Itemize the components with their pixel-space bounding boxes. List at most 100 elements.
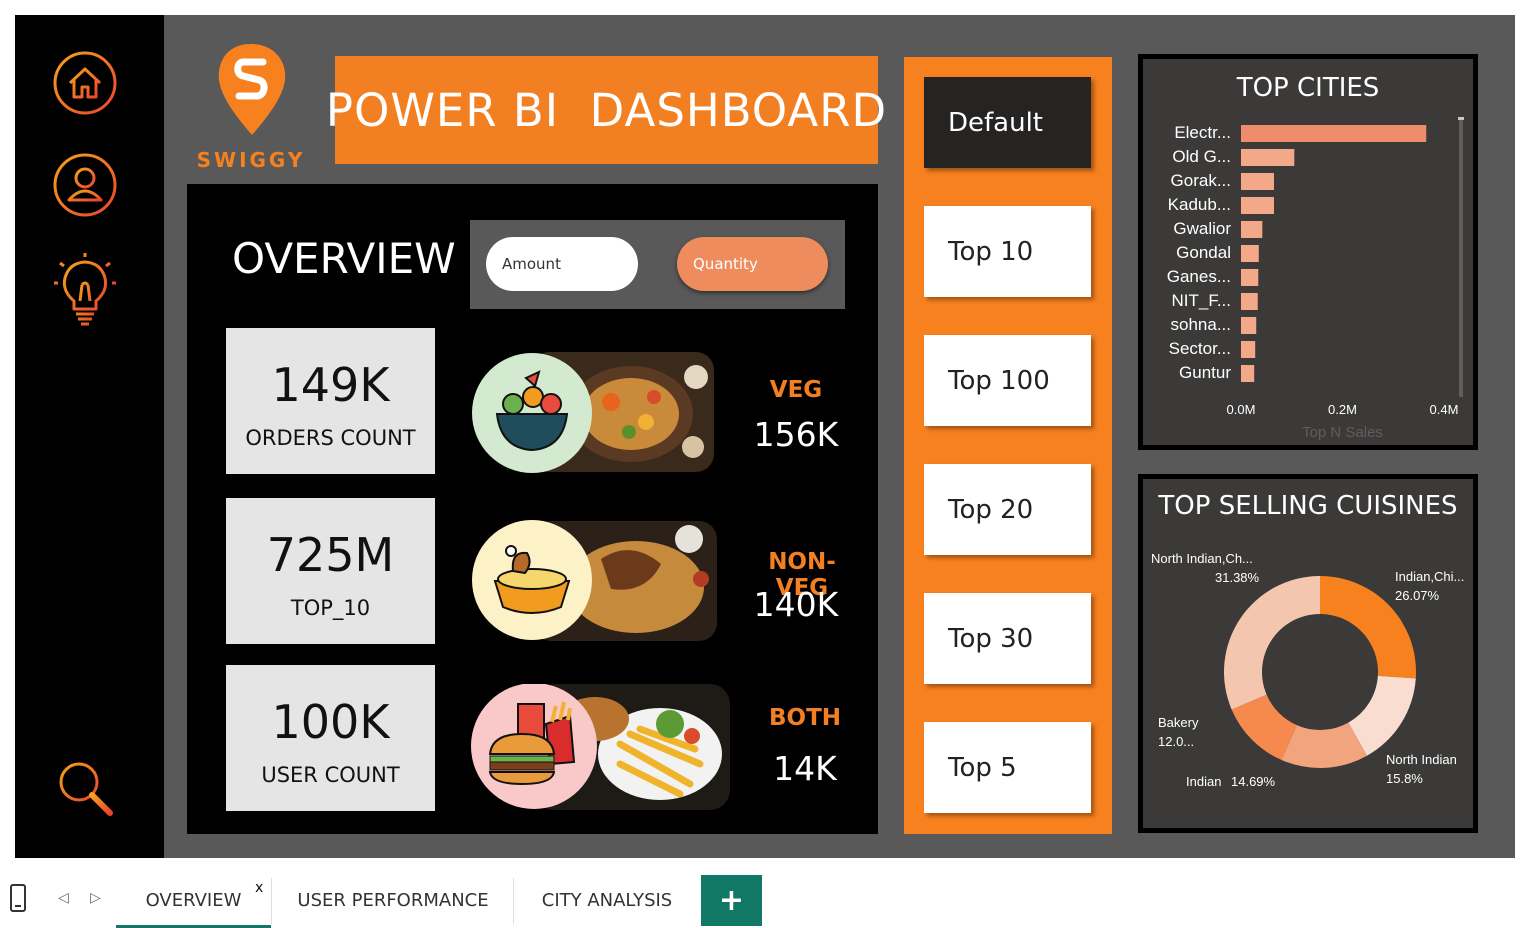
tab-city-analysis[interactable]: CITY ANALYSIS — [524, 875, 690, 925]
tab-divider — [513, 878, 514, 924]
veg-food-image — [472, 352, 714, 473]
x-axis-label: Top N Sales — [1302, 424, 1383, 441]
both-value: 14K — [773, 749, 837, 788]
tab-overview[interactable]: OVERVIEW — [116, 875, 271, 928]
slice-percent: 12.0... — [1158, 734, 1194, 749]
kpi-label: USER COUNT — [261, 763, 400, 787]
bar[interactable] — [1241, 293, 1258, 310]
add-page-button[interactable]: + — [701, 875, 762, 926]
slicer-item-top-100[interactable]: Top 100 — [924, 335, 1091, 426]
veg-label: VEG — [769, 377, 823, 403]
bar-category-label: NIT_F... — [1171, 291, 1231, 310]
bar[interactable] — [1241, 125, 1427, 142]
bar[interactable] — [1241, 245, 1259, 262]
bar-category-label: Gwalior — [1173, 219, 1231, 238]
tab-label: OVERVIEW — [145, 889, 242, 911]
kpi-label: TOP_10 — [290, 596, 371, 620]
donut-slice[interactable] — [1281, 722, 1367, 768]
next-page-icon[interactable]: ▷ — [90, 890, 101, 906]
bar-category-label: Guntur — [1179, 363, 1231, 382]
donut-chart-svg: Indian,Chi... 26.07% North Indian 15.8% Indi… — [1151, 551, 1464, 789]
donut-slice[interactable] — [1320, 576, 1416, 679]
search-icon[interactable] — [52, 755, 118, 821]
bar-category-label: Electr... — [1174, 123, 1231, 142]
quantity-button[interactable]: Quantity — [677, 237, 828, 291]
slicer-item-top-20[interactable]: Top 20 — [924, 464, 1091, 555]
bar[interactable] — [1241, 149, 1295, 166]
bar-category-label: Gorak... — [1171, 171, 1231, 190]
swiggy-logo: SWIGGY — [195, 40, 307, 172]
kpi-card-top10: 725M TOP_10 — [226, 498, 435, 644]
top-cuisines-chart: TOP SELLING CUISINES Indian,Chi... 26.07%… — [1138, 474, 1478, 833]
brand-name: SWIGGY — [196, 148, 306, 172]
both-food-image — [471, 684, 730, 810]
non-veg-value: 140K — [753, 585, 839, 624]
slicer-item-top-30[interactable]: Top 30 — [924, 593, 1091, 684]
chart-title: TOP CITIES — [1236, 73, 1380, 103]
swiggy-pin-icon — [218, 44, 286, 135]
donut-slice[interactable] — [1231, 694, 1297, 760]
x-tick-label: 0.2M — [1328, 402, 1357, 417]
scrollbar-thumb[interactable] — [1458, 117, 1464, 120]
tab-user-performance[interactable]: USER PERFORMANCE — [282, 875, 504, 925]
bar[interactable] — [1241, 221, 1263, 238]
non-veg-label: NON-VEG — [768, 549, 836, 601]
slice-label: North Indian,Ch... — [1151, 551, 1253, 566]
mobile-layout-icon[interactable] — [9, 883, 27, 913]
tab-divider — [271, 878, 272, 924]
bar[interactable] — [1241, 269, 1259, 286]
donut-slice[interactable] — [1224, 576, 1320, 710]
non-veg-food-image — [472, 520, 717, 641]
both-label: BOTH — [768, 705, 842, 731]
slice-label: Indian — [1186, 774, 1221, 789]
slicer-item-top-5[interactable]: Top 5 — [924, 722, 1091, 813]
x-tick-label: 0.4M — [1430, 402, 1459, 417]
slice-label: Bakery — [1158, 715, 1199, 730]
x-tick-label: 0.0M — [1227, 402, 1256, 417]
bar[interactable] — [1241, 365, 1255, 382]
dashboard-title-banner: POWER BI DASHBOARD — [326, 56, 886, 164]
kpi-label: ORDERS COUNT — [245, 426, 416, 450]
bar[interactable] — [1241, 173, 1274, 190]
donut-slice[interactable] — [1348, 675, 1416, 756]
lightbulb-icon[interactable] — [52, 251, 118, 331]
veg-value: 156K — [753, 415, 839, 454]
top-n-slicer-panel — [904, 57, 1112, 834]
bar-category-label: Kadub... — [1168, 195, 1231, 214]
bar-category-label: Old G... — [1172, 147, 1231, 166]
bar-category-label: Sector... — [1169, 339, 1231, 358]
amount-button[interactable]: Amount — [486, 237, 638, 291]
dashboard-title: POWER BI DASHBOARD — [325, 83, 888, 137]
bar-chart-svg: Electr... Old G... Gorak... Kadub... Gwalior… — [1167, 117, 1464, 441]
bar-category-label: Ganes... — [1167, 267, 1231, 286]
left-nav-bar — [15, 15, 164, 858]
top-cities-chart: TOP CITIES Electr... Old G... Gorak... Kadu… — [1138, 54, 1478, 450]
bar[interactable] — [1241, 341, 1256, 358]
kpi-value: 149K — [271, 358, 390, 412]
tab-label: USER PERFORMANCE — [297, 889, 489, 911]
slice-label: North Indian — [1386, 752, 1457, 767]
slice-percent: 15.8% — [1386, 771, 1423, 786]
chart-title: TOP SELLING CUISINES — [1158, 491, 1458, 521]
slice-percent: 14.69% — [1231, 774, 1276, 789]
bar[interactable] — [1241, 197, 1274, 214]
prev-page-icon[interactable]: ◁ — [58, 890, 69, 906]
slice-percent: 31.38% — [1215, 570, 1260, 585]
overview-title: OVERVIEW — [232, 234, 456, 283]
kpi-value: 100K — [271, 695, 390, 749]
slice-label: Indian,Chi... — [1395, 569, 1464, 584]
page-tab-bar — [0, 858, 1533, 926]
bar[interactable] — [1241, 317, 1257, 334]
kpi-card-orders: 149K ORDERS COUNT — [226, 328, 435, 474]
slicer-item-default[interactable]: Default — [924, 77, 1091, 168]
user-icon[interactable] — [52, 152, 118, 218]
kpi-value: 725M — [266, 528, 395, 582]
home-icon[interactable] — [52, 50, 118, 116]
slicer-item-top-10[interactable]: Top 10 — [924, 206, 1091, 297]
kpi-card-users: 100K USER COUNT — [226, 665, 435, 811]
close-tab-icon[interactable]: x — [255, 880, 264, 896]
scrollbar-track[interactable] — [1459, 119, 1463, 397]
tab-label: CITY ANALYSIS — [541, 889, 673, 911]
slice-percent: 26.07% — [1395, 588, 1440, 603]
bar-category-label: sohna... — [1171, 315, 1232, 334]
